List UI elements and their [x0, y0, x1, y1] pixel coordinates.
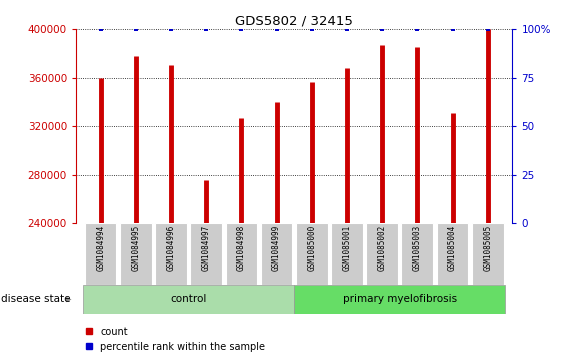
Text: GSM1085002: GSM1085002 — [378, 225, 387, 272]
Bar — [261, 223, 292, 285]
Text: control: control — [171, 294, 207, 305]
Bar — [296, 223, 328, 285]
Bar — [401, 223, 433, 285]
Text: GSM1084994: GSM1084994 — [96, 225, 105, 272]
Text: GSM1084997: GSM1084997 — [202, 225, 211, 272]
Text: GSM1085003: GSM1085003 — [413, 225, 422, 272]
Bar — [155, 223, 187, 285]
Text: primary myelofibrosis: primary myelofibrosis — [343, 294, 457, 305]
Bar — [331, 223, 363, 285]
Text: GSM1084998: GSM1084998 — [237, 225, 246, 272]
Bar — [120, 223, 151, 285]
Bar — [190, 223, 222, 285]
Text: GSM1085005: GSM1085005 — [483, 225, 492, 272]
Bar — [367, 223, 398, 285]
Text: disease state: disease state — [1, 294, 70, 305]
Text: GSM1084995: GSM1084995 — [131, 225, 140, 272]
Text: GSM1085001: GSM1085001 — [342, 225, 351, 272]
Text: GSM1084996: GSM1084996 — [167, 225, 176, 272]
Legend: count, percentile rank within the sample: count, percentile rank within the sample — [81, 323, 269, 356]
Bar — [83, 285, 294, 314]
Bar — [226, 223, 257, 285]
Text: GSM1085000: GSM1085000 — [307, 225, 316, 272]
Title: GDS5802 / 32415: GDS5802 / 32415 — [235, 15, 353, 28]
Bar — [437, 223, 468, 285]
Bar — [472, 223, 503, 285]
Bar — [294, 285, 506, 314]
Text: GSM1085004: GSM1085004 — [448, 225, 457, 272]
Bar — [85, 223, 117, 285]
Text: GSM1084999: GSM1084999 — [272, 225, 281, 272]
